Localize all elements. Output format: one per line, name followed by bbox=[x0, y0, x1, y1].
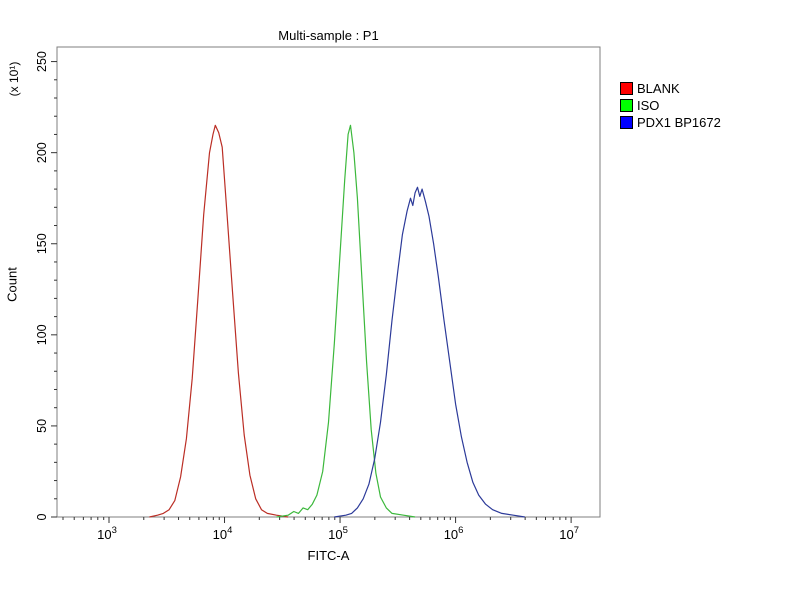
series-pdx1-bp1672-curve bbox=[334, 186, 525, 518]
svg-text:50: 50 bbox=[35, 419, 49, 433]
legend-item-blank: BLANK bbox=[620, 80, 721, 97]
svg-text:100: 100 bbox=[35, 324, 49, 345]
chart-title: Multi-sample : P1 bbox=[278, 28, 379, 43]
legend-item-iso: ISO bbox=[620, 97, 721, 114]
x-axis-ticks: 103 104 105 106 107 bbox=[62, 517, 579, 542]
svg-text:103: 103 bbox=[97, 525, 117, 542]
plot-border bbox=[56, 46, 601, 518]
svg-text:106: 106 bbox=[444, 525, 464, 542]
y-axis-multiplier: (x 10¹) bbox=[7, 61, 21, 97]
svg-text:200: 200 bbox=[35, 142, 49, 163]
series-blank-curve bbox=[149, 124, 289, 518]
svg-text:104: 104 bbox=[213, 525, 233, 542]
x-axis-label: FITC-A bbox=[307, 548, 350, 563]
y-axis-ticks: 0 50 100 150 200 250 bbox=[35, 51, 57, 520]
svg-text:150: 150 bbox=[35, 233, 49, 254]
svg-text:250: 250 bbox=[35, 51, 49, 72]
legend: BLANK ISO PDX1 BP1672 bbox=[620, 80, 721, 131]
legend-label-pdx1: PDX1 BP1672 bbox=[637, 115, 721, 130]
y-axis-label: Count bbox=[4, 267, 20, 302]
series-iso-curve bbox=[276, 124, 416, 518]
pdx1-color-swatch bbox=[620, 116, 633, 129]
iso-color-swatch bbox=[620, 99, 633, 112]
svg-text:105: 105 bbox=[328, 525, 348, 542]
svg-text:0: 0 bbox=[35, 513, 49, 520]
blank-color-swatch bbox=[620, 82, 633, 95]
legend-label-blank: BLANK bbox=[637, 81, 680, 96]
legend-label-iso: ISO bbox=[637, 98, 660, 113]
legend-item-pdx1: PDX1 BP1672 bbox=[620, 114, 721, 131]
svg-text:107: 107 bbox=[559, 525, 579, 542]
